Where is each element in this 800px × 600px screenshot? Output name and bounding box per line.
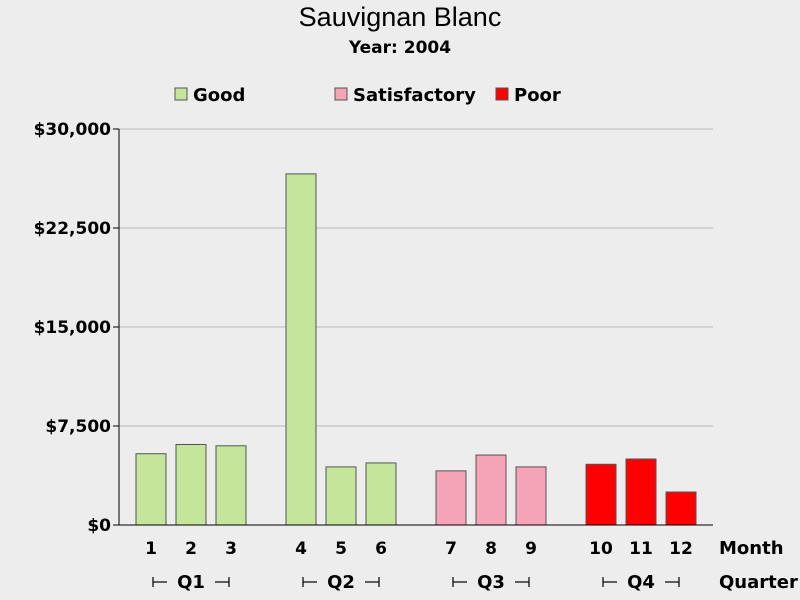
quarter-label-group: Q4: [602, 572, 680, 593]
y-tick-label: $15,000: [34, 318, 112, 338]
quarter-label: Q2: [327, 572, 355, 593]
x-tick-label: 12: [669, 539, 693, 559]
bar: [175, 443, 207, 526]
chart-title: Sauvignan Blanc: [299, 2, 502, 32]
x-tick-label: 8: [485, 539, 497, 559]
bar: [285, 173, 317, 526]
quarter-label-group: Q3: [452, 572, 530, 593]
x-axis-label: Month: [719, 538, 784, 559]
x-tick-label: 4: [295, 539, 307, 559]
bar: [515, 466, 547, 526]
x-tick-label: 1: [145, 539, 157, 559]
bar: [475, 454, 507, 526]
x-tick-label: 11: [629, 539, 653, 559]
legend-label: Poor: [514, 85, 561, 106]
legend-item: Poor: [495, 85, 561, 106]
quarter-label: Q1: [177, 572, 205, 593]
bar: [625, 458, 657, 526]
legend-label: Good: [193, 85, 245, 106]
x-tick-label: 10: [589, 539, 613, 559]
y-tick-label: $22,500: [34, 219, 112, 239]
x-tick-label: 5: [335, 539, 347, 559]
bar: [435, 470, 467, 526]
bar: [325, 466, 357, 526]
quarter-label: Q3: [477, 572, 505, 593]
legend-swatch: [174, 87, 188, 101]
bars: [135, 173, 697, 526]
bar: [215, 445, 247, 526]
grid: [119, 128, 713, 427]
x-tick-label: 6: [375, 539, 387, 559]
quarter-label-group: Q1: [152, 572, 230, 593]
x-tick-label: 2: [185, 539, 197, 559]
legend-swatch: [334, 87, 348, 101]
bar: [665, 491, 697, 526]
quarter-label: Q4: [627, 572, 655, 593]
quarter-label-group: Q2: [302, 572, 380, 593]
chart-subtitle: Year: 2004: [348, 38, 451, 58]
y-tick-label: $7,500: [45, 417, 111, 437]
group-axis-label: Quarter: [719, 572, 798, 593]
bar: [135, 453, 167, 526]
y-tick-label: $0: [87, 516, 111, 536]
bar: [585, 463, 617, 526]
y-tick-label: $30,000: [34, 120, 112, 140]
bar: [365, 462, 397, 526]
y-axis: $0 $7,500 $15,000 $22,500 $30,000: [34, 120, 120, 536]
legend: Good Satisfactory Poor: [174, 85, 561, 106]
legend-swatch: [495, 87, 509, 101]
legend-label: Satisfactory: [353, 85, 476, 106]
legend-item: Satisfactory: [334, 85, 476, 106]
x-tick-label: 3: [225, 539, 237, 559]
x-tick-label: 7: [445, 539, 457, 559]
legend-item: Good: [174, 85, 245, 106]
x-tick-label: 9: [525, 539, 537, 559]
